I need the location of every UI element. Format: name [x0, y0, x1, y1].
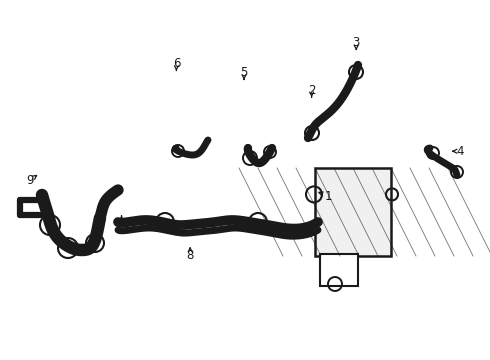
Text: 9: 9	[26, 174, 34, 186]
Text: 1: 1	[324, 190, 332, 203]
Bar	[315, 168, 391, 256]
Text: 2: 2	[308, 84, 316, 97]
Text: 4: 4	[457, 145, 465, 158]
Text: 7: 7	[118, 217, 125, 230]
Text: 8: 8	[186, 249, 194, 262]
Text: 5: 5	[240, 66, 248, 78]
Bar	[320, 254, 358, 286]
Text: 6: 6	[172, 57, 180, 69]
Text: 3: 3	[352, 36, 360, 49]
